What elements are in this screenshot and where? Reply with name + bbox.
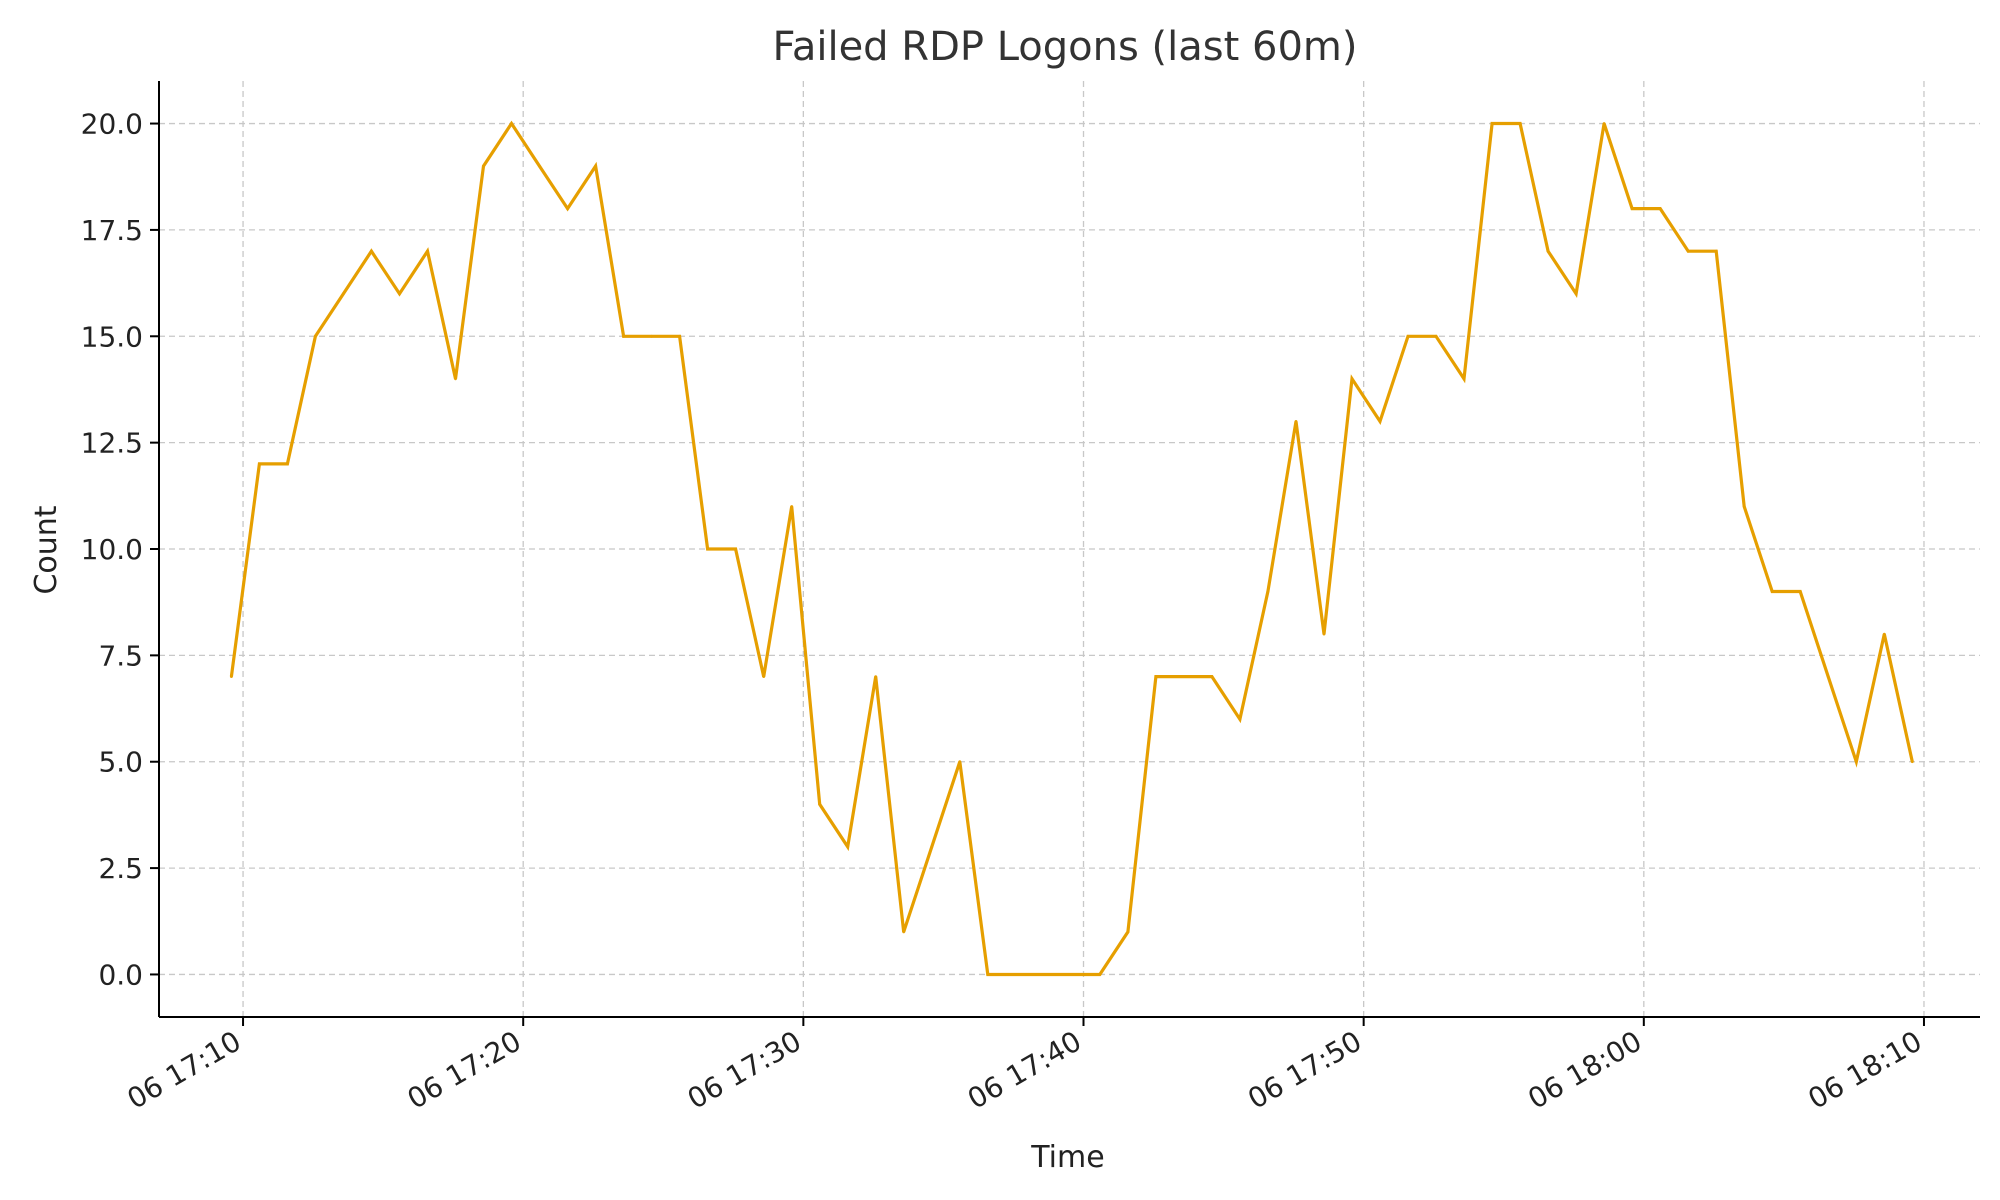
grid-layer [159, 81, 1980, 1017]
data-point [258, 462, 261, 466]
data-point [1882, 632, 1886, 636]
data-point [342, 292, 345, 296]
data-point [1602, 122, 1606, 125]
data-point [1490, 122, 1494, 125]
data-point [594, 164, 597, 168]
data-point [1742, 505, 1746, 508]
data-point [1294, 420, 1298, 423]
x-tick-label: 06 18:10 [1803, 1024, 1928, 1115]
x-tick-label: 06 17:30 [682, 1024, 807, 1115]
data-point [1070, 973, 1074, 976]
data-point [874, 675, 878, 678]
y-tick-label: 2.5 [98, 852, 143, 885]
data-point [846, 845, 850, 849]
y-tick-label: 17.5 [81, 214, 143, 247]
data-point [230, 675, 233, 678]
data-point [1574, 292, 1578, 296]
data-point [1378, 420, 1382, 423]
series-layer [229, 120, 1914, 977]
y-tick-label: 15.0 [81, 320, 143, 353]
data-point [1854, 760, 1858, 764]
x-tick-label: 06 17:50 [1242, 1024, 1367, 1115]
x-tick-label: 06 17:10 [122, 1024, 247, 1115]
data-point [510, 122, 513, 125]
data-point [986, 973, 990, 976]
data-point [1826, 675, 1830, 678]
y-axis-label: Count [29, 505, 64, 594]
data-point [678, 334, 681, 338]
data-point [426, 249, 429, 253]
data-point [538, 164, 541, 168]
data-point [398, 292, 401, 296]
data-point [1798, 590, 1802, 593]
data-point [1658, 207, 1662, 211]
data-point [1406, 334, 1410, 338]
data-point [566, 207, 569, 211]
data-point [1266, 590, 1270, 593]
data-point [650, 334, 653, 338]
data-point [1630, 207, 1634, 211]
data-point [454, 377, 457, 381]
data-point [1154, 675, 1158, 678]
data-point [1462, 377, 1466, 381]
data-point [622, 334, 625, 338]
data-point [1322, 632, 1326, 636]
data-point [1350, 377, 1354, 381]
y-tick-label: 5.0 [98, 746, 143, 779]
data-point [1126, 930, 1130, 934]
data-point [930, 845, 934, 849]
data-point [1434, 334, 1438, 338]
y-tick-label: 7.5 [98, 639, 143, 672]
data-point [1546, 249, 1550, 253]
x-tick-label: 06 17:20 [402, 1024, 527, 1115]
data-point [1210, 675, 1214, 678]
ticks-layer: 0.0 2.5 5.0 7.5 10.0 12.5 15.0 17.5 20.0 06 17:10… [81, 108, 1928, 1116]
data-point [958, 760, 962, 764]
data-point [1686, 249, 1690, 253]
data-point [1518, 122, 1522, 125]
data-point [706, 547, 709, 551]
data-point [1042, 973, 1046, 976]
data-point [1014, 973, 1018, 976]
x-tick-label: 06 17:40 [962, 1024, 1087, 1115]
data-point [902, 930, 906, 934]
data-point [790, 505, 794, 508]
data-point [286, 462, 289, 466]
x-tick-label: 06 18:00 [1522, 1024, 1647, 1115]
y-tick-label: 0.0 [98, 958, 143, 991]
data-point [818, 802, 822, 806]
y-tick-label: 10.0 [81, 533, 143, 566]
data-point [1910, 760, 1914, 764]
data-point [1238, 717, 1242, 721]
data-point [1098, 973, 1102, 976]
chart-title: Failed RDP Logons (last 60m) [773, 24, 1358, 70]
x-axis-label: Time [1030, 1140, 1104, 1175]
data-point [1770, 590, 1774, 593]
data-point [1714, 249, 1718, 253]
y-tick-label: 20.0 [81, 108, 143, 141]
data-point [482, 164, 485, 168]
data-point [1182, 675, 1186, 678]
data-point [734, 547, 737, 551]
y-tick-label: 12.5 [81, 427, 143, 460]
data-point [762, 675, 766, 678]
data-point [314, 334, 317, 338]
data-point [370, 249, 373, 253]
